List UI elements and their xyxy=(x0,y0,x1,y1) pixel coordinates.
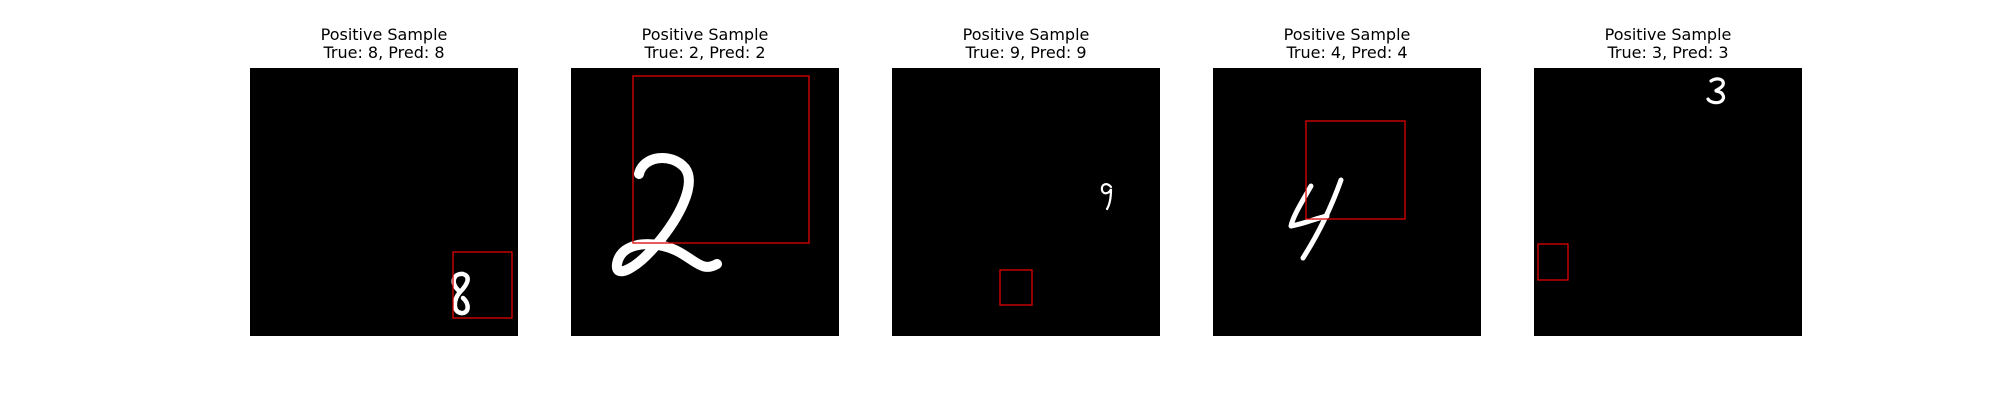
panel-subtitle-line: True: 9, Pred: 9 xyxy=(965,43,1087,62)
digit-glyph xyxy=(1100,183,1113,211)
digit-image xyxy=(1213,68,1481,336)
digit-glyph xyxy=(451,271,470,316)
digit-image xyxy=(250,68,518,336)
panel-title-line: Positive Sample xyxy=(641,25,769,44)
sample-panel-4: Positive Sample True: 4, Pred: 4 xyxy=(1213,26,1481,336)
panel-title-line: Positive Sample xyxy=(1283,25,1411,44)
sample-panel-2: Positive Sample True: 2, Pred: 2 xyxy=(571,26,839,336)
digit-image-svg xyxy=(999,183,1113,306)
panel-subtitle-line: True: 4, Pred: 4 xyxy=(1286,43,1408,62)
panel-title-line: Positive Sample xyxy=(962,25,1090,44)
panel-title: Positive Sample True: 4, Pred: 4 xyxy=(1213,26,1481,64)
digit-image-svg xyxy=(1288,120,1406,261)
digit-image xyxy=(892,68,1160,336)
detection-box xyxy=(452,251,513,319)
sample-panel-5: Positive Sample True: 3, Pred: 3 xyxy=(1534,26,1802,336)
panel-title: Positive Sample True: 2, Pred: 2 xyxy=(571,26,839,64)
digit-image-svg xyxy=(611,75,810,277)
sample-panel-1: Positive Sample True: 8, Pred: 8 xyxy=(250,26,518,336)
detection-box xyxy=(632,75,810,244)
panel-title: Positive Sample True: 8, Pred: 8 xyxy=(250,26,518,64)
panel-subtitle-line: True: 2, Pred: 2 xyxy=(644,43,766,62)
digit-image xyxy=(1534,68,1802,336)
detection-box xyxy=(999,269,1033,306)
digit-glyph xyxy=(611,153,722,277)
digit-image-svg xyxy=(1537,77,1726,281)
panel-subtitle-line: True: 3, Pred: 3 xyxy=(1607,43,1729,62)
panel-title: Positive Sample True: 9, Pred: 9 xyxy=(892,26,1160,64)
detection-box xyxy=(1305,120,1406,220)
digit-glyph xyxy=(1706,77,1726,105)
panel-title: Positive Sample True: 3, Pred: 3 xyxy=(1534,26,1802,64)
sample-panel-3: Positive Sample True: 9, Pred: 9 xyxy=(892,26,1160,336)
panel-subtitle-line: True: 8, Pred: 8 xyxy=(323,43,445,62)
digit-image xyxy=(571,68,839,336)
panel-title-line: Positive Sample xyxy=(320,25,448,44)
digit-image-svg xyxy=(451,251,513,319)
detection-box xyxy=(1537,243,1569,281)
panel-title-line: Positive Sample xyxy=(1604,25,1732,44)
